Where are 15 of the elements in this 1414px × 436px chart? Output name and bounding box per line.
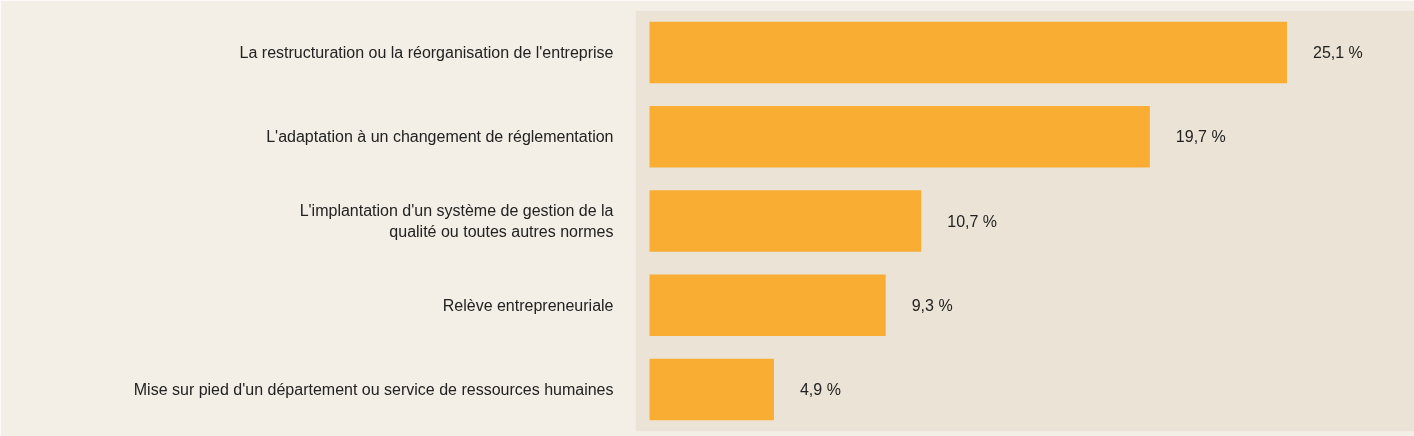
bar	[649, 274, 886, 336]
bar	[649, 358, 774, 421]
y-tick-label: La restructuration ou la réorganisation de l'entreprise	[239, 44, 614, 62]
y-tick-label: Mise sur pied d'un département ou service de ressources humaines	[133, 380, 614, 398]
bar	[649, 106, 1150, 168]
y-tick-label: L'adaptation à un changement de réglementation	[266, 128, 614, 146]
data-label: 25,1 %	[1313, 44, 1363, 62]
data-label: 10,7 %	[947, 212, 998, 230]
data-label: 4,9 %	[799, 380, 841, 398]
data-label: 19,7 %	[1175, 128, 1226, 146]
data-label: 9,3 %	[911, 296, 953, 314]
bar	[649, 21, 1287, 84]
bar	[649, 190, 922, 252]
y-tick-label: Relève entrepreneuriale	[442, 296, 614, 314]
y-tick-label: L'implantation d'un système de gestion de la qualité ou toutes autres normes	[299, 202, 614, 240]
